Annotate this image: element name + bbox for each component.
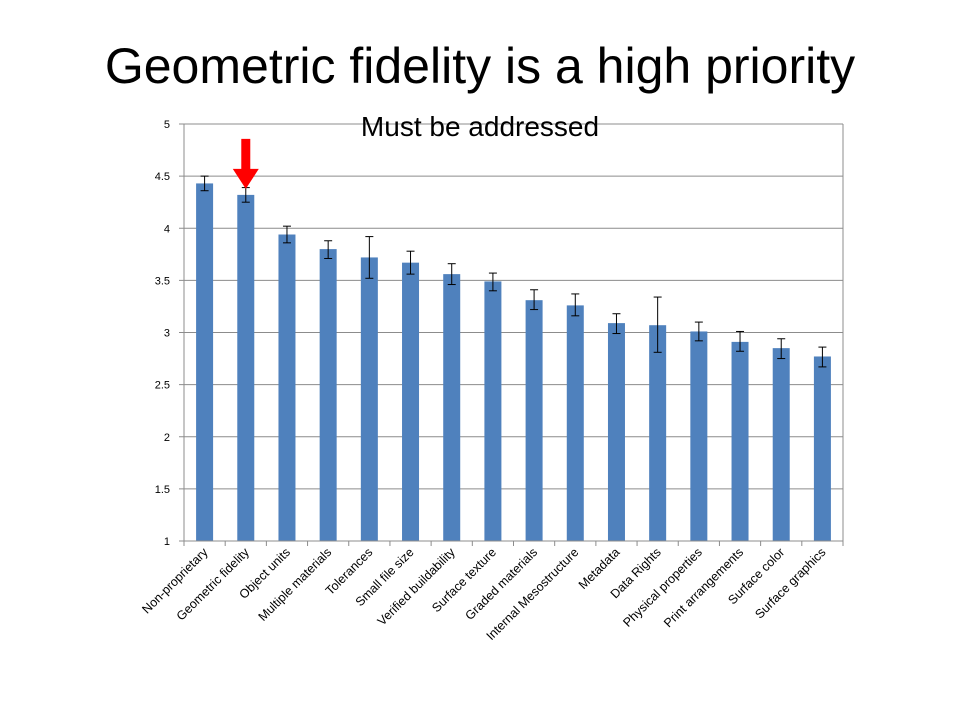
y-tick-label: 1 bbox=[164, 536, 170, 548]
y-tick-label: 4 bbox=[164, 223, 170, 235]
error-bar bbox=[530, 289, 539, 311]
x-category-label: Print arrangements bbox=[661, 545, 746, 630]
x-category-label: Surface graphics bbox=[752, 545, 828, 621]
bar bbox=[402, 262, 420, 541]
error-bar bbox=[612, 313, 621, 335]
slide-title: Geometric fidelity is a high priority bbox=[104, 38, 856, 94]
bar bbox=[566, 305, 584, 541]
highlight-arrow-icon bbox=[232, 138, 259, 189]
bar bbox=[360, 257, 378, 541]
bar bbox=[278, 234, 296, 541]
bar bbox=[690, 331, 708, 541]
error-bar bbox=[571, 293, 580, 317]
bar bbox=[607, 323, 625, 541]
bar bbox=[813, 356, 831, 541]
x-category-label: Graded materials bbox=[463, 545, 541, 623]
bar bbox=[443, 274, 461, 541]
error-bar bbox=[488, 272, 497, 292]
y-tick-label: 1.5 bbox=[155, 484, 170, 496]
y-tick-label: 2.5 bbox=[155, 380, 170, 392]
axes bbox=[179, 123, 844, 546]
x-category-label: Geometric fidelity bbox=[174, 545, 253, 624]
y-tick-label: 5 bbox=[164, 119, 170, 131]
x-category-label: Physical properties bbox=[620, 545, 705, 630]
bar bbox=[731, 341, 749, 541]
bar bbox=[196, 183, 214, 542]
error-bar bbox=[653, 296, 662, 353]
bars bbox=[196, 183, 831, 542]
x-category-label: Multiple materials bbox=[256, 545, 335, 624]
bar bbox=[649, 325, 667, 541]
x-category-label: Verified buildability bbox=[375, 545, 459, 629]
error-bar bbox=[324, 240, 333, 259]
error-bar bbox=[694, 321, 703, 342]
error-bar bbox=[777, 338, 786, 360]
red-arrow-icon bbox=[232, 138, 259, 189]
error-bar bbox=[447, 263, 456, 286]
bar bbox=[484, 281, 502, 541]
error-bar bbox=[736, 330, 745, 352]
bar bbox=[772, 348, 790, 541]
error-bar bbox=[200, 175, 209, 192]
bar bbox=[525, 300, 543, 541]
error-bar bbox=[365, 236, 374, 279]
error-bar bbox=[406, 250, 415, 275]
error-bar bbox=[818, 346, 827, 368]
bar bbox=[319, 249, 337, 541]
error-bar bbox=[282, 225, 291, 244]
y-tick-label: 4.5 bbox=[155, 171, 170, 183]
bar bbox=[237, 194, 255, 541]
error-bars bbox=[200, 175, 827, 368]
y-tick-label: 3 bbox=[164, 328, 170, 340]
chart-subtitle: Must be addressed bbox=[361, 111, 599, 142]
y-tick-label: 2 bbox=[164, 432, 170, 444]
y-tick-label: 3.5 bbox=[155, 275, 170, 287]
